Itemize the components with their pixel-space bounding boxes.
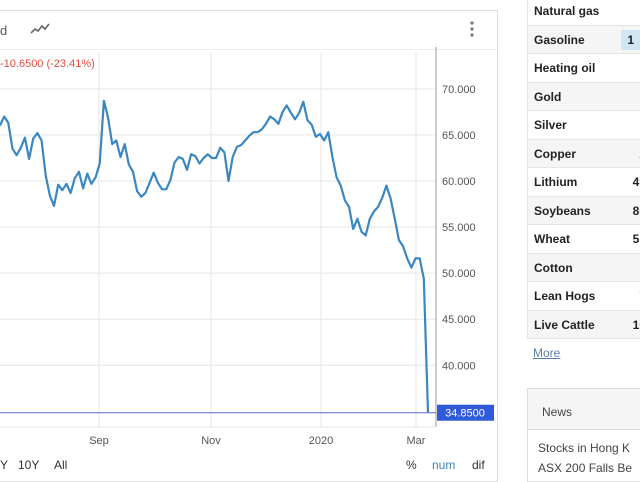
commodity-row[interactable]: Silver1: [527, 111, 640, 140]
commodity-row[interactable]: Cotton: [527, 253, 640, 282]
news-item[interactable]: Stocks in Hong K: [538, 441, 631, 455]
commodity-name[interactable]: Gasoline: [534, 32, 585, 47]
commodity-name[interactable]: Soybeans: [534, 203, 591, 218]
commodity-name[interactable]: Gold: [534, 89, 562, 104]
y-tick-label: 45.000: [442, 314, 476, 326]
commodity-value: 86: [632, 203, 640, 218]
y-tick-label: 50.000: [442, 268, 476, 280]
commodity-row[interactable]: Lithium 49: [527, 168, 640, 197]
commodity-row[interactable]: Wheat 51: [527, 225, 640, 254]
commodity-name[interactable]: Wheat: [534, 232, 570, 246]
more-link[interactable]: More: [533, 346, 561, 360]
news-header: News: [528, 389, 640, 430]
y-tick-label: 60.000: [442, 176, 476, 188]
chart-toolbar: d: [0, 11, 497, 50]
commodity-name[interactable]: Heating oil: [534, 61, 596, 75]
commodity-row[interactable]: Lean Hogs7: [527, 282, 640, 311]
num-toggle[interactable]: num: [432, 458, 456, 472]
commodity-row[interactable]: Soybeans 86: [527, 196, 640, 225]
commodity-name[interactable]: Silver: [534, 118, 567, 132]
commodity-row[interactable]: Natural gas1: [527, 0, 640, 26]
commodity-row[interactable]: Heating oil1: [527, 54, 640, 83]
price-line-chart: 70.000 65.000 60.000 55.000 50.000 45.000 40.0…: [0, 47, 494, 447]
news-title: News: [542, 405, 573, 419]
range-all-button[interactable]: All: [54, 458, 68, 472]
y-tick-label: 40.000: [442, 360, 476, 372]
commodity-name[interactable]: Cotton: [534, 260, 573, 275]
commodity-row[interactable]: Gold1: [527, 82, 640, 111]
percent-toggle[interactable]: %: [406, 458, 417, 472]
commodity-value: 49: [632, 175, 640, 189]
commodity-row[interactable]: Copper2: [527, 139, 640, 168]
vertical-ellipsis-icon[interactable]: [466, 19, 478, 39]
x-tick-label: Nov: [201, 435, 221, 447]
sidebar: Natural gas1 Gasoline 1 Heating oil1 Gold…: [527, 0, 640, 482]
y-tick-label: 55.000: [442, 222, 476, 234]
price-change-text: -10.6500 (-23.41%): [0, 58, 95, 70]
x-tick-label: 2020: [309, 435, 333, 447]
commodity-name[interactable]: Copper: [534, 146, 576, 161]
commodity-value: 51: [632, 232, 640, 246]
toolbar-label[interactable]: d: [0, 23, 8, 38]
y-tick-label: 70.000: [442, 84, 476, 96]
commodity-name[interactable]: Lithium: [534, 175, 578, 189]
commodities-table: Natural gas1 Gasoline 1 Heating oil1 Gold…: [527, 0, 640, 339]
price-series-line: [0, 99, 430, 413]
last-price-tag: [437, 404, 494, 421]
last-price-label: 34.8500: [445, 408, 485, 420]
y-tick-label: 65.000: [442, 130, 476, 142]
line-chart-icon[interactable]: [30, 21, 50, 37]
commodity-value: 10: [632, 317, 640, 332]
range-y-button[interactable]: Y: [0, 458, 9, 472]
commodity-value: 1: [621, 29, 640, 50]
chart-footer: Y 10Y All % num dif: [0, 458, 497, 474]
commodity-name[interactable]: Lean Hogs: [534, 289, 596, 303]
x-tick-label: Sep: [89, 435, 109, 447]
commodity-row[interactable]: Gasoline 1: [527, 25, 640, 54]
news-item[interactable]: ASX 200 Falls Be: [538, 461, 633, 475]
commodity-row[interactable]: Live Cattle 10: [527, 310, 640, 339]
news-panel: News Stocks in Hong K ASX 200 Falls Be: [527, 388, 640, 482]
range-10y-button[interactable]: 10Y: [18, 458, 40, 472]
commodity-name[interactable]: Live Cattle: [534, 317, 595, 332]
commodity-name[interactable]: Natural gas: [534, 4, 600, 18]
dif-toggle[interactable]: dif: [472, 458, 485, 472]
x-tick-label: Mar: [407, 435, 426, 447]
